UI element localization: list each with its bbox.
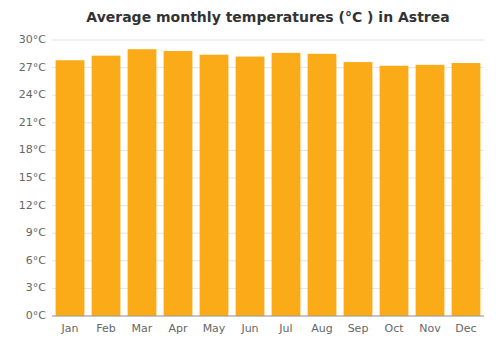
x-tick-label: Mar (132, 322, 153, 335)
y-tick-labels: 0°C 3°C 6°C 9°C 12°C 15°C 18°C 21°C 24°C 27°C 30°C (19, 33, 46, 322)
grid-line (52, 316, 484, 317)
bar (128, 49, 157, 316)
bar (380, 66, 409, 316)
bar (452, 63, 481, 316)
title: Average monthly temperatures (°C ) in As… (86, 9, 449, 25)
bar (92, 56, 121, 316)
bar (236, 57, 265, 316)
bar (416, 65, 445, 316)
x-tick-label: Jan (61, 322, 79, 335)
x-tick-label: May (203, 322, 226, 335)
bar (272, 53, 301, 316)
y-tick-label: 3°C (26, 281, 46, 294)
y-tick-label: 18°C (19, 143, 46, 156)
x-axis-line (52, 316, 484, 317)
y-tick-label: 21°C (19, 116, 46, 129)
y-tick-label: 9°C (26, 226, 46, 239)
y-tick-label: 6°C (26, 254, 46, 267)
y-tick-label: 24°C (19, 88, 46, 101)
bars (56, 49, 481, 316)
y-tick-label: 0°C (26, 309, 46, 322)
bar (308, 54, 337, 316)
bar (344, 62, 373, 316)
grid-line (52, 40, 484, 41)
x-tick-label: Jun (240, 322, 258, 335)
y-tick-label: 27°C (19, 61, 46, 74)
bar (200, 55, 229, 316)
x-tick-label: Jul (278, 322, 292, 335)
y-tick-label: 30°C (19, 33, 46, 46)
x-tick-label: Nov (419, 322, 441, 335)
bar (56, 60, 85, 316)
x-tick-label: Apr (168, 322, 188, 335)
x-tick-label: Feb (96, 322, 115, 335)
x-tick-label: Dec (455, 322, 476, 335)
chart: Average monthly temperatures (°C ) in As… (0, 0, 500, 350)
y-tick-label: 15°C (19, 171, 46, 184)
x-tick-label: Aug (311, 322, 332, 335)
x-tick-label: Sep (348, 322, 369, 335)
chart-container: Average monthly temperatures (°C ) in As… (0, 0, 500, 350)
bar (164, 51, 193, 316)
y-grid (52, 40, 484, 316)
y-tick-label: 12°C (19, 199, 46, 212)
x-tick-label: Oct (384, 322, 404, 335)
x-tick-labels: Jan Feb Mar Apr May Jun Jul Aug Sep Oct Nov Dec (61, 322, 477, 335)
